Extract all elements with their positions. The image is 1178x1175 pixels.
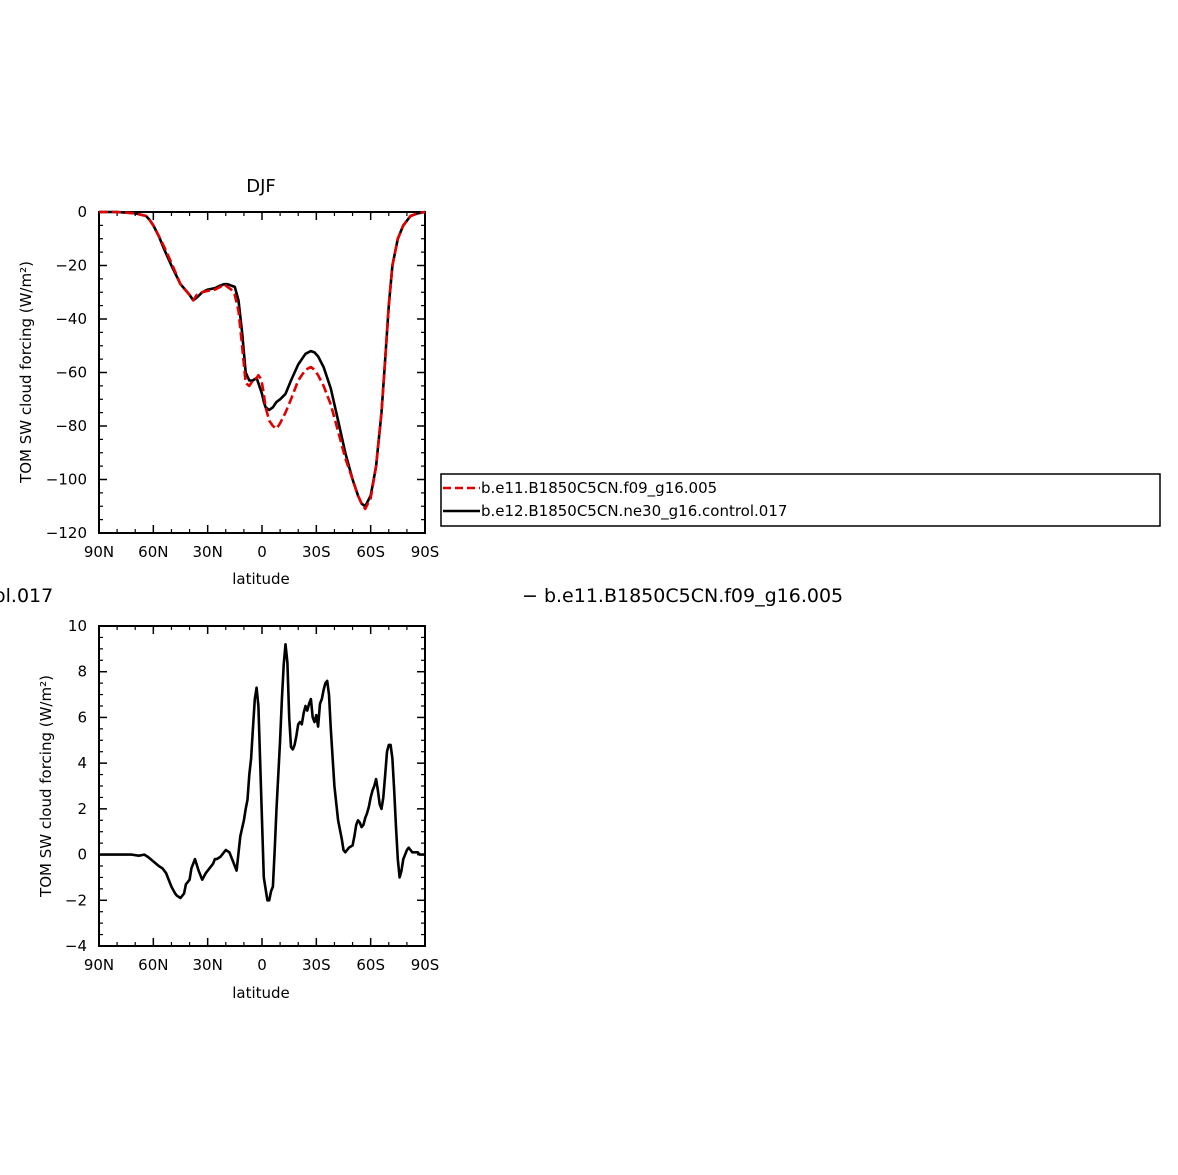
y-tick-label: −80 xyxy=(55,417,87,435)
x-tick-label: 90S xyxy=(411,543,440,561)
bottom-x-axis-label: latitude xyxy=(232,984,290,1002)
plot-frame-0 xyxy=(98,211,426,534)
y-tick-label: 2 xyxy=(77,800,87,818)
x-tick-label: 0 xyxy=(257,956,267,974)
x-tick-label: 30S xyxy=(302,543,331,561)
x-tick-label: 30S xyxy=(302,956,331,974)
top-y-axis-label: TOM SW cloud forcing (W/m²) xyxy=(17,261,35,484)
top-x-axis-label: latitude xyxy=(232,570,290,588)
x-tick-label: 30N xyxy=(193,956,223,974)
x-tick-label: 90N xyxy=(84,956,114,974)
x-tick-label: 60N xyxy=(138,543,168,561)
top-plot-area: 90N 60N 30N 0 30S 60S 90S 0 −20 −40 −60 −80 −100 −120 xyxy=(46,203,440,561)
series-line-0 xyxy=(99,210,426,511)
y-tick-label: −4 xyxy=(65,937,87,955)
top-chart: DJF 90N 60N 30N 0 30S 60S 90S 0 −20 −40 −60 −80 −100… xyxy=(17,176,439,588)
y-tick-label: 8 xyxy=(77,663,87,681)
y-tick-label: 10 xyxy=(68,617,87,635)
legend: b.e11.B1850C5CN.f09_g16.005 b.e12.B1850C… xyxy=(440,473,1161,527)
x-tick-label: 60S xyxy=(356,956,385,974)
legend-label-0: b.e11.B1850C5CN.f09_g16.005 xyxy=(481,479,717,498)
top-chart-title: DJF xyxy=(246,176,276,197)
y-tick-label: 4 xyxy=(77,754,87,772)
series-line-1 xyxy=(99,210,426,508)
legend-box xyxy=(440,473,1161,527)
bottom-y-axis-label: TOM SW cloud forcing (W/m²) xyxy=(37,675,55,898)
x-tick-label: 90S xyxy=(411,956,440,974)
fragment-left-text: ol.017 xyxy=(0,585,53,607)
x-tick-label: 0 xyxy=(257,543,267,561)
bottom-plot-area: 90N 60N 30N 0 30S 60S 90S 10 8 6 4 2 0 −2 −4 xyxy=(65,617,439,974)
y-tick-label: −20 xyxy=(55,257,87,275)
y-tick-label: −120 xyxy=(46,524,87,542)
y-tick-label: 0 xyxy=(77,846,87,864)
y-tick-label: −60 xyxy=(55,364,87,382)
y-tick-label: −100 xyxy=(46,471,87,489)
series-line-0 xyxy=(99,642,425,902)
legend-label-1: b.e12.B1850C5CN.ne30_g16.control.017 xyxy=(481,502,787,521)
y-tick-label: −2 xyxy=(65,891,87,909)
x-tick-label: 90N xyxy=(84,543,114,561)
x-tick-label: 60N xyxy=(138,956,168,974)
fragment-right-text: − b.e11.B1850C5CN.f09_g16.005 xyxy=(522,585,843,607)
y-tick-label: 0 xyxy=(77,203,87,221)
y-tick-label: −40 xyxy=(55,310,87,328)
x-tick-label: 60S xyxy=(356,543,385,561)
x-tick-label: 30N xyxy=(193,543,223,561)
y-tick-label: 6 xyxy=(77,708,87,726)
